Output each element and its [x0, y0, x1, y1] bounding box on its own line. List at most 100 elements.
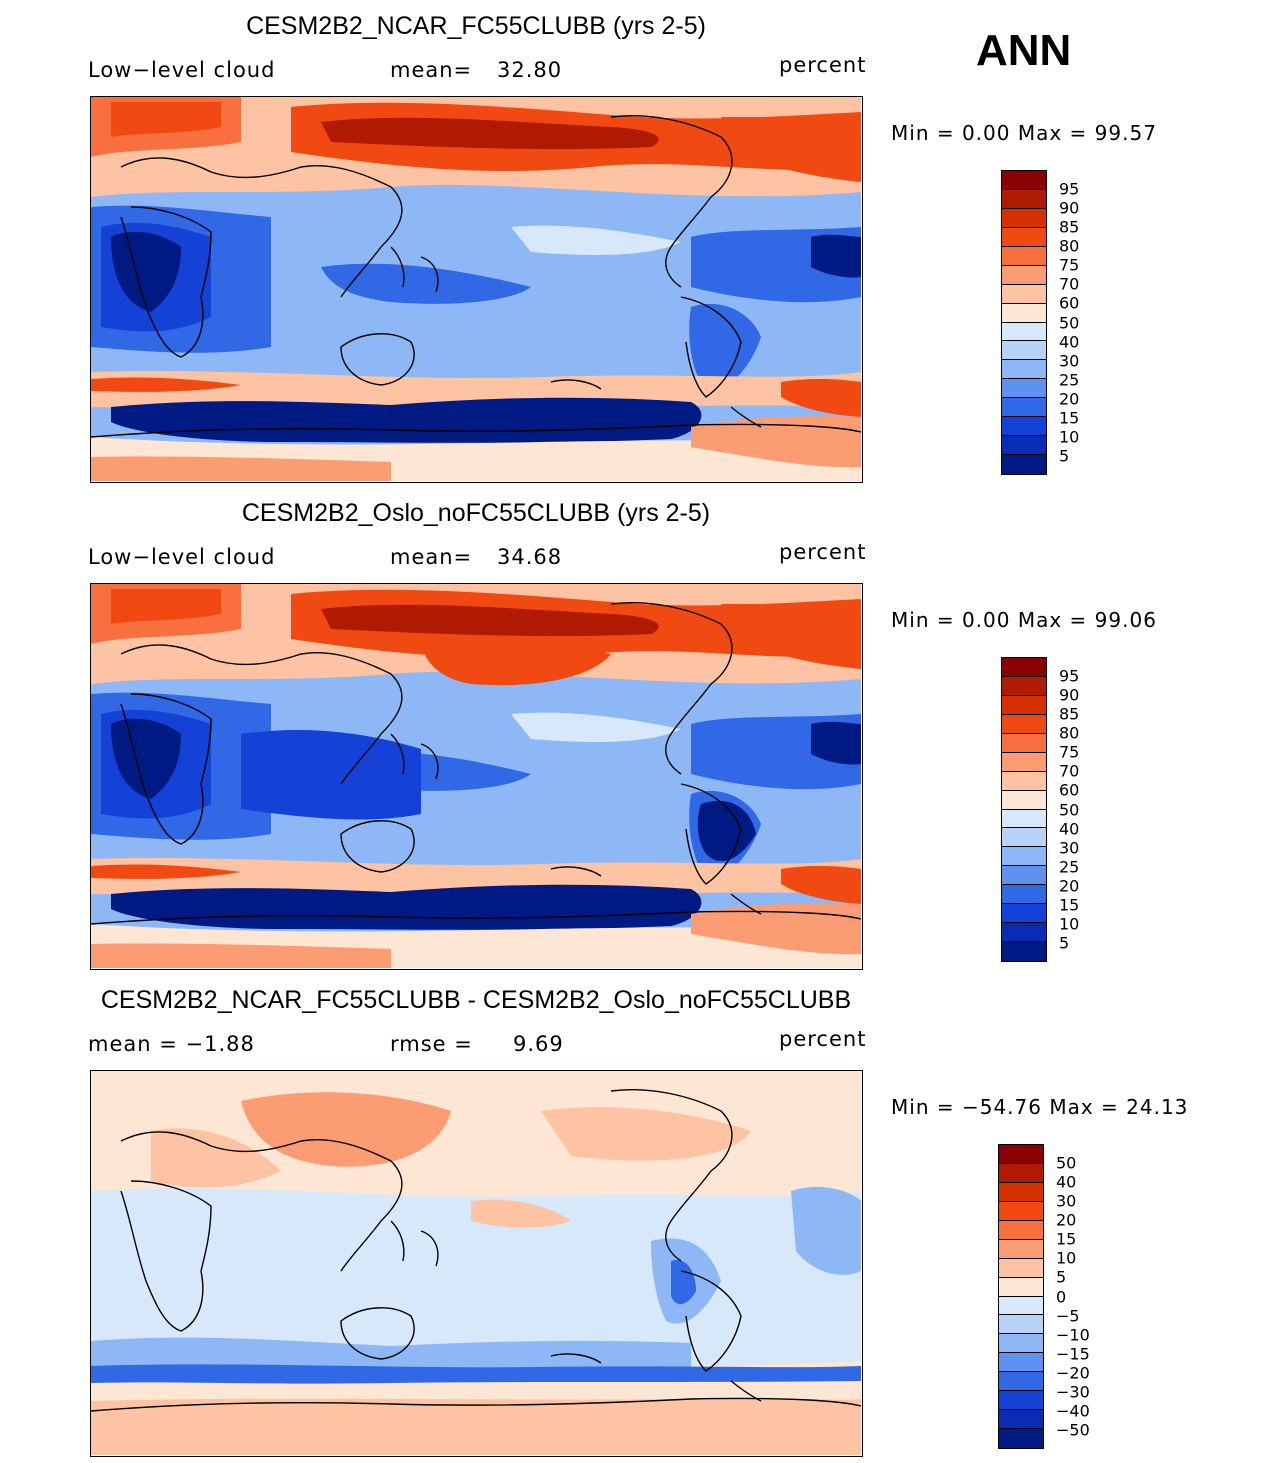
colorbar-tick-label: 20	[1059, 389, 1080, 409]
colorbar-swatch	[1002, 436, 1046, 456]
coastline	[610, 1089, 733, 1262]
panel2-variable-label: Low−level cloud	[88, 545, 276, 569]
colorbar-tick-label: 60	[1059, 293, 1080, 313]
panel3-minmax: Min = −54.76 Max = 24.13	[891, 1095, 1189, 1119]
colorbar-swatch	[1002, 265, 1046, 285]
colorbar-tick-label: 50	[1059, 800, 1080, 819]
contour-band	[691, 903, 861, 955]
contour-band	[91, 370, 861, 409]
contour-band	[91, 1398, 861, 1455]
season-label: ANN	[976, 26, 1072, 75]
coastline	[680, 296, 742, 398]
contour-band	[671, 1260, 696, 1305]
contour-band	[321, 117, 659, 150]
colorbar-swatch	[1002, 676, 1046, 696]
colorbar-tick-label: 30	[1056, 1191, 1077, 1211]
panel2-map	[90, 583, 863, 970]
colorbar-swatch	[1002, 322, 1046, 342]
colorbar-swatch	[1002, 733, 1046, 753]
contour-band	[91, 943, 391, 968]
panel1-minmax: Min = 0.00 Max = 99.57	[891, 121, 1157, 145]
coastline	[120, 1180, 212, 1332]
colorbar-tick-label: 25	[1059, 370, 1080, 390]
panel3-units: percent	[779, 1027, 867, 1051]
colorbar-swatch	[999, 1372, 1043, 1392]
panel2-title: CESM2B2_Oslo_noFC55CLUBB (yrs 2-5)	[241, 499, 711, 527]
panel3-map	[90, 1070, 863, 1457]
contour-band	[321, 263, 531, 304]
colorbar-swatch	[1002, 417, 1046, 437]
colorbar-tick-label: 25	[1059, 857, 1080, 877]
colorbar-tick-label: −30	[1056, 1382, 1090, 1402]
colorbar-tick-label: 15	[1056, 1229, 1077, 1249]
coastline	[680, 783, 742, 885]
colorbar-tick-label: 60	[1059, 780, 1080, 800]
colorbar-tick-label: 5	[1056, 1267, 1067, 1287]
panel3-map-svg	[91, 1071, 861, 1455]
colorbar-tick-label: −20	[1056, 1363, 1090, 1383]
colorbar-swatch	[1002, 360, 1046, 380]
panel1-map-svg	[91, 97, 861, 481]
contour-band	[111, 231, 181, 312]
coastline	[610, 115, 733, 288]
colorbar-tick-label: −50	[1056, 1420, 1090, 1440]
colorbar-swatch	[999, 1258, 1043, 1278]
colorbar-swatch	[1002, 341, 1046, 361]
coastline	[610, 602, 733, 775]
colorbar-tick-label: 85	[1059, 217, 1080, 237]
contour-band	[91, 1364, 861, 1384]
contour-band	[91, 456, 391, 481]
colorbar-swatch	[1002, 885, 1046, 905]
colorbar-swatch	[1002, 658, 1046, 677]
colorbar-tick-label: 95	[1059, 179, 1080, 199]
colorbar-tick-label: 30	[1059, 838, 1080, 858]
panel1-colorbar-ticks: 95 90 85 80 75 70 60 50 40 30 25 20 15 10 5	[1059, 170, 1119, 475]
colorbar-swatch	[1002, 771, 1046, 791]
panel3-colorbar-ticks: 50 40 30 20 15 10 5 0 −5 −10 −15 −20 −30 −40 −50	[1056, 1144, 1116, 1449]
contour-band	[791, 1186, 861, 1275]
contour-band	[91, 1188, 861, 1368]
contour-band	[811, 721, 861, 765]
colorbar-swatch	[1002, 208, 1046, 228]
contour-band	[697, 800, 756, 862]
colorbar-swatch	[1002, 866, 1046, 886]
coastline	[340, 820, 415, 873]
colorbar-swatch	[1002, 398, 1046, 418]
colorbar-tick-label: 70	[1059, 761, 1080, 781]
contour-band	[111, 589, 221, 624]
colorbar-tick-label: 90	[1059, 685, 1080, 705]
colorbar-tick-label: 75	[1059, 742, 1080, 762]
contour-band	[241, 1092, 451, 1167]
panel3-title: CESM2B2_NCAR_FC55CLUBB - CESM2B2_Oslo_no…	[100, 986, 852, 1014]
colorbar-swatch	[1002, 752, 1046, 772]
colorbar-swatch	[1002, 904, 1046, 924]
colorbar-tick-label: 10	[1056, 1248, 1077, 1268]
contour-band	[471, 1199, 571, 1228]
panel3-rmse-label: rmse =	[390, 1032, 473, 1056]
colorbar-tick-label: 40	[1059, 332, 1080, 352]
colorbar-tick-label: −40	[1056, 1401, 1090, 1421]
colorbar-swatch	[1002, 171, 1046, 190]
panel1-colorbar	[1001, 170, 1047, 475]
panel1-mean-value: 32.80	[497, 58, 563, 82]
panel1-mean-label: mean=	[390, 58, 473, 82]
panel3-colorbar	[998, 1144, 1044, 1449]
colorbar-swatch	[999, 1410, 1043, 1430]
colorbar-swatch	[999, 1163, 1043, 1183]
panel2-colorbar	[1001, 657, 1047, 962]
coastline	[390, 733, 439, 780]
contour-band	[421, 642, 611, 686]
contour-band	[781, 378, 861, 417]
colorbar-tick-label: 5	[1059, 446, 1070, 466]
colorbar-swatch	[999, 1334, 1043, 1354]
colorbar-tick-label: −5	[1056, 1306, 1080, 1326]
colorbar-tick-label: 50	[1059, 313, 1080, 332]
panel1-map	[90, 96, 863, 483]
colorbar-swatch	[999, 1296, 1043, 1316]
panel1-units: percent	[779, 53, 867, 77]
colorbar-tick-label: 20	[1056, 1210, 1077, 1230]
colorbar-swatch	[1002, 828, 1046, 848]
colorbar-tick-label: 50	[1056, 1153, 1077, 1173]
colorbar-tick-label: 90	[1059, 198, 1080, 218]
coastline	[91, 379, 861, 438]
